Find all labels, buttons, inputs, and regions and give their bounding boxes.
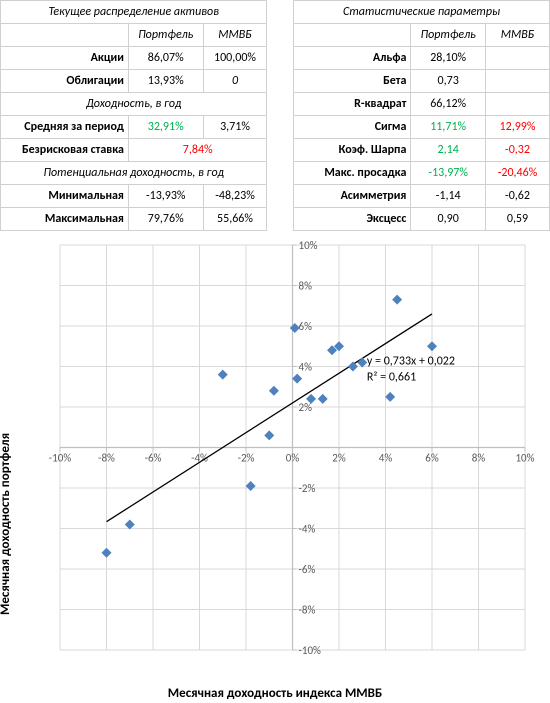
chart-xlabel: Месячная доходность индекса ММВБ [0, 686, 550, 701]
y-tick: 10% [299, 239, 318, 252]
y-tick: -8% [299, 604, 316, 617]
trend-equation: y = 0,733x + 0,022 [367, 354, 455, 368]
chart-ylabel: Месячная доходность портфеля [0, 433, 13, 615]
y-tick: -6% [299, 563, 316, 576]
row-avg-label: Средняя за период [1, 116, 129, 139]
x-tick: 2% [332, 452, 346, 465]
stats-tables: Текущее распределение активов Статистиче… [0, 0, 550, 231]
x-tick: -6% [145, 452, 162, 465]
row-skew-i: -0,62 [485, 185, 549, 208]
x-tick: -10% [49, 452, 72, 465]
row-min-i: -48,23% [203, 185, 267, 208]
row-max-i: 55,66% [203, 208, 267, 231]
y-tick: -10% [299, 644, 322, 657]
row-sharpe-i: -0,32 [485, 139, 549, 162]
row-avg-i: 3,71% [203, 116, 267, 139]
row-dd-i: -20,46% [485, 162, 549, 185]
row-max-label: Максимальная [1, 208, 129, 231]
y-tick: -4% [299, 523, 316, 536]
row-r2-label: R-квадрат [294, 93, 411, 116]
row-r2-i [485, 93, 549, 116]
x-tick: -2% [238, 452, 255, 465]
row-sigma-p: 11,71% [411, 116, 486, 139]
x-tick: 10% [515, 452, 534, 465]
right-col-index: ММВБ [485, 24, 549, 47]
row-bonds-label: Облигации [1, 70, 129, 93]
row-alpha-p: 28,10% [411, 47, 486, 70]
row-beta-p: 0,73 [411, 70, 486, 93]
left-col-index: ММВБ [203, 24, 267, 47]
row-dd-p: -13,97% [411, 162, 486, 185]
row-alpha-label: Альфа [294, 47, 411, 70]
row-max-p: 79,76% [128, 208, 203, 231]
y-tick: 2% [299, 401, 313, 414]
y-tick: 6% [299, 320, 313, 333]
row-alpha-i [485, 47, 549, 70]
row-bonds-i: 0 [203, 70, 267, 93]
y-tick: 4% [299, 361, 313, 374]
right-title: Статистические параметры [294, 1, 550, 24]
row-beta-i [485, 70, 549, 93]
trend-r2: R² = 0,661 [367, 370, 416, 384]
right-col-portfolio: Портфель [411, 24, 486, 47]
left-col-portfolio: Портфель [128, 24, 203, 47]
row-sharpe-p: 2,14 [411, 139, 486, 162]
row-avg-p: 32,91% [128, 116, 203, 139]
x-tick: 4% [379, 452, 393, 465]
row-kurt-p: 0,90 [411, 208, 486, 231]
left-sec-pot: Потенциальная доходность, в год [1, 162, 267, 185]
row-r2-p: 66,12% [411, 93, 486, 116]
x-tick: 0% [286, 452, 300, 465]
row-kurt-i: 0,59 [485, 208, 549, 231]
row-bonds-p: 13,93% [128, 70, 203, 93]
row-rf-val: 7,84% [128, 139, 267, 162]
row-stocks-i: 100,00% [203, 47, 267, 70]
row-skew-label: Асимметрия [294, 185, 411, 208]
row-stocks-label: Акции [1, 47, 129, 70]
y-tick: 8% [299, 280, 313, 293]
left-title: Текущее распределение активов [1, 1, 267, 24]
row-stocks-p: 86,07% [128, 47, 203, 70]
row-sigma-label: Сигма [294, 116, 411, 139]
row-dd-label: Макс. просадка [294, 162, 411, 185]
row-kurt-label: Эксцесс [294, 208, 411, 231]
y-tick: -2% [299, 482, 316, 495]
row-beta-label: Бета [294, 70, 411, 93]
row-min-p: -13,93% [128, 185, 203, 208]
row-sigma-i: 12,99% [485, 116, 549, 139]
row-sharpe-label: Коэф. Шарпа [294, 139, 411, 162]
x-tick: 6% [425, 452, 439, 465]
x-tick: -8% [98, 452, 115, 465]
row-skew-p: -1,14 [411, 185, 486, 208]
left-sec-return: Доходность, в год [1, 93, 267, 116]
row-rf-label: Безрисковая ставка [1, 139, 129, 162]
x-tick: 8% [472, 452, 486, 465]
chart-svg: -10% -8% -6% -4% -2% 0% 2% 4% 6% 8% 10% -10% -8% -6% -… [0, 235, 550, 680]
scatter-chart: Месячная доходность портфеля -10%-8%-6%-… [0, 235, 550, 703]
row-min-label: Минимальная [1, 185, 129, 208]
